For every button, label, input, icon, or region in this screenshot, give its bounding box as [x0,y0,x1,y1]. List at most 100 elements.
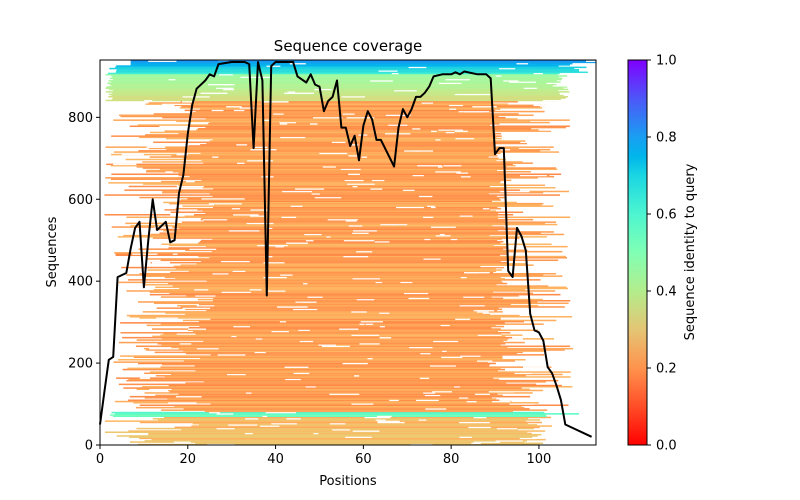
alignment-gap [455,130,468,132]
alignment-row [138,248,503,250]
alignment-gap [425,408,447,410]
alignment-row [137,443,540,445]
alignment-row [196,129,545,131]
colorbar [627,59,648,446]
alignment-row [156,307,499,309]
alignment-row [129,395,531,398]
alignment-row [126,216,571,219]
alignment-row [193,330,498,333]
alignment-row [174,405,522,408]
alignment-row [149,156,489,158]
alignment-row [200,144,496,146]
alignment-gap [282,190,312,193]
alignment-gap [240,76,271,78]
alignment-gap [321,345,350,348]
alignment-row [144,397,492,399]
alignment-row [105,177,538,179]
alignment-gap [352,430,380,432]
alignment-gap [430,365,456,367]
alignment-gap [182,307,211,309]
alignment-row [181,105,541,108]
alignment-row [175,268,496,270]
alignment-row [169,390,497,393]
alignment-gap [275,245,284,248]
alignment-gap [201,198,229,200]
alignment-row [119,114,534,117]
alignment-row [111,75,568,77]
alignment-row [171,346,508,349]
alignment-gap [255,338,263,340]
alignment-gap [231,335,237,338]
alignment-row [197,128,532,130]
alignment-gap [313,432,319,435]
alignment-gap [295,301,317,303]
alignment-gap [245,392,252,394]
alignment-gap [208,83,230,86]
alignment-gap [456,172,468,174]
alignment-gap [459,421,490,424]
alignment-row [204,410,513,413]
alignment-row [196,263,528,265]
alignment-row [130,441,525,443]
alignment-gap [391,223,408,226]
alignment-gap [414,150,434,152]
alignment-gap [113,163,137,166]
alignment-gap [482,312,510,314]
alignment-gap [360,320,383,323]
alignment-row [212,195,497,198]
alignment-row [160,259,559,262]
alignment-gap [279,123,288,125]
alignment-gap [217,354,246,356]
alignment-gap [509,403,535,405]
alignment-row [200,152,501,155]
alignment-gap [156,317,179,319]
alignment-gap [359,323,365,325]
alignment-row [113,415,547,418]
alignment-gap [348,225,363,227]
alignment-gap [263,276,287,279]
alignment-row [205,245,568,248]
alignment-gap [389,399,399,402]
alignment-gap [279,121,296,124]
alignment-row [105,420,526,422]
alignment-gap [471,442,481,445]
alignment-gap [466,93,491,96]
alignment-gap [196,304,215,307]
alignment-row [182,319,557,322]
alignment-gap [202,218,228,221]
alignment-gap [445,78,470,81]
alignment-row [125,222,546,225]
alignment-row [126,379,559,382]
alignment-row [119,341,525,344]
alignment-gap [488,390,515,393]
alignment-gap [442,350,447,352]
alignment-gap [533,72,543,75]
alignment-gap [233,109,245,112]
alignment-gap [305,239,314,242]
alignment-gap [332,429,350,431]
alignment-gap [352,277,381,280]
alignment-row [164,376,571,378]
alignment-gap [176,333,196,335]
alignment-row [212,238,502,241]
alignment-row [120,115,499,118]
alignment-gap [236,144,248,146]
alignment-gap [448,104,464,107]
alignment-row [148,432,532,435]
alignment-gap [290,205,303,207]
alignment-row [127,367,501,370]
alignment-gap [250,209,270,211]
alignment-row [146,169,498,172]
alignment-gap [246,222,274,225]
alignment-gap [165,171,173,173]
alignment-row [206,309,498,312]
alignment-row [173,265,499,268]
alignment-gap [423,258,441,260]
alignment-row [213,297,504,300]
alignment-row [183,157,499,160]
alignment-row [150,233,565,236]
alignment-gap [277,306,308,308]
alignment-row [126,274,544,276]
alignment-gap [346,116,375,119]
alignment-gap [149,347,179,350]
